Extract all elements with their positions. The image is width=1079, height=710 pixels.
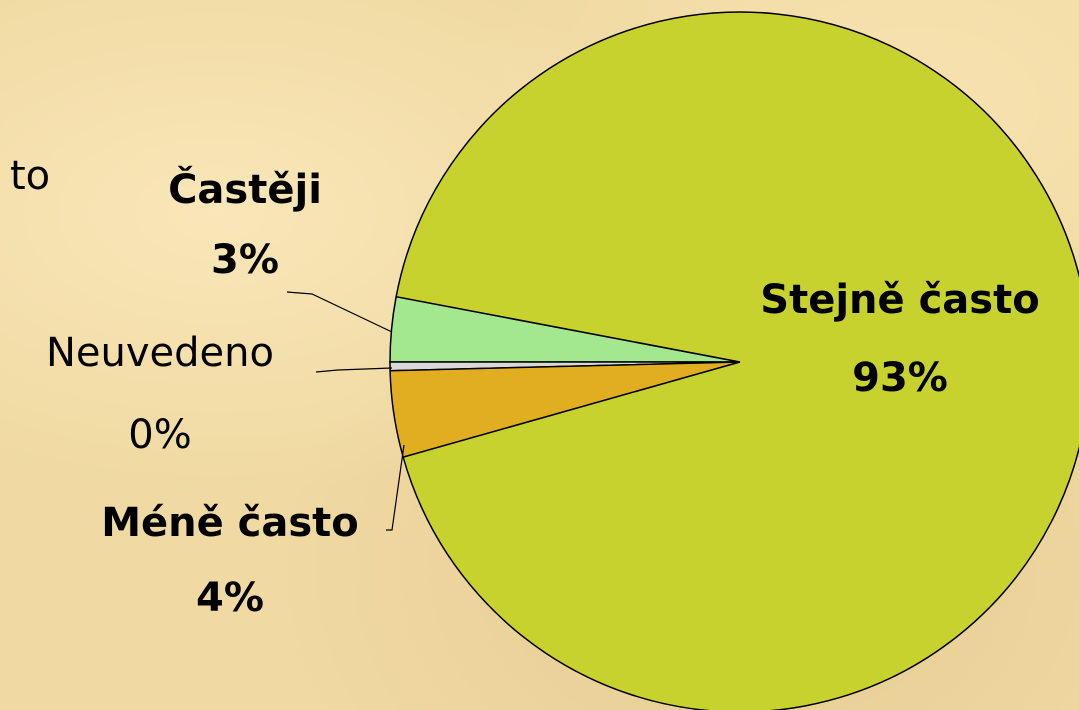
value-label: 3% [211,237,279,283]
leader-line [386,444,405,531]
value-label: 4% [196,575,264,621]
slice-label: Častěji [168,165,322,213]
value-label: 93% [852,355,948,401]
annotation: to [10,153,50,199]
slice-label: Stejně často [760,277,1039,323]
leader-line [315,367,393,373]
slice-label: Méně často [101,500,359,546]
leader-line [286,291,393,333]
value-label: 0% [128,412,191,458]
slice-label: Neuvedeno [46,330,274,376]
pie-slice [395,11,1079,710]
